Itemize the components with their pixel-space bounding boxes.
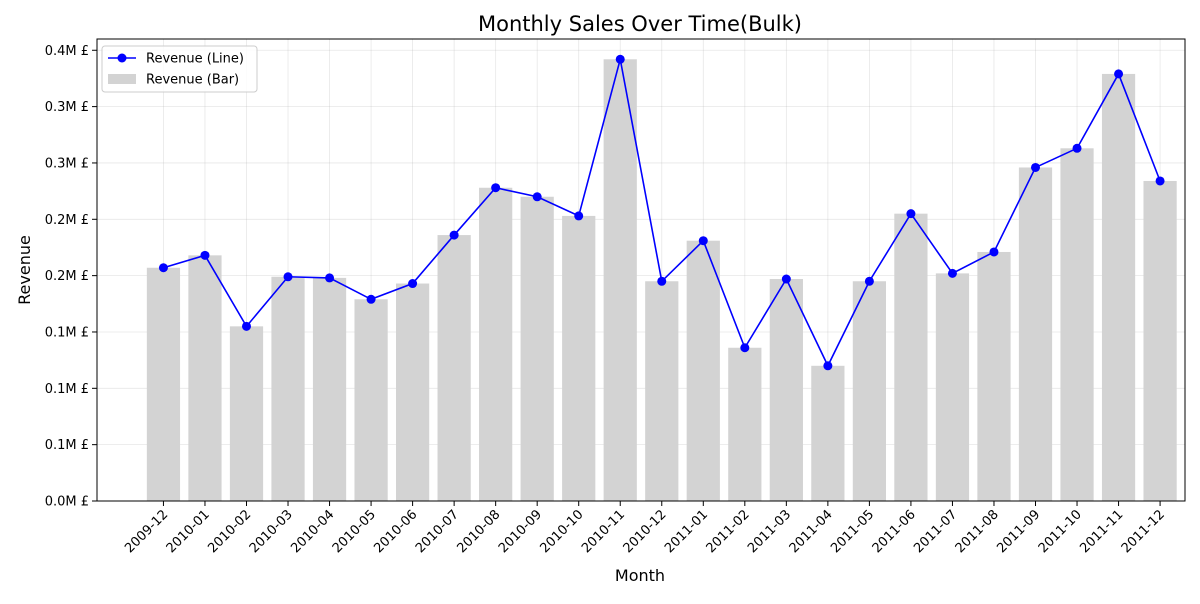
line-point <box>574 211 584 221</box>
x-tick-label: 2010-05 <box>330 507 379 556</box>
x-tick-label: 2010-06 <box>371 507 420 556</box>
line-point <box>241 321 251 331</box>
x-tick-label: 2010-03 <box>247 507 296 556</box>
x-tick-label: 2011-07 <box>911 507 960 556</box>
legend-line-marker <box>117 53 127 63</box>
line-point <box>491 183 501 193</box>
x-tick-label: 2010-08 <box>454 507 503 556</box>
legend: Revenue (Line) Revenue (Bar) <box>101 45 258 93</box>
chart-title: Monthly Sales Over Time(Bulk) <box>478 12 802 36</box>
x-tick-label: 2010-02 <box>205 507 254 556</box>
y-tick-label: 0.4M £ <box>45 44 89 59</box>
bar <box>645 281 679 501</box>
x-tick-label: 2011-11 <box>1077 507 1126 556</box>
line-point <box>906 209 916 219</box>
line-point <box>740 343 750 353</box>
x-tick-label: 2010-07 <box>413 507 462 556</box>
bar <box>1018 167 1053 501</box>
bar <box>894 213 928 501</box>
x-tick-label: 2011-08 <box>953 507 1002 556</box>
x-tick-label: 2011-04 <box>787 507 836 556</box>
line-point <box>283 272 293 282</box>
line-point <box>989 247 999 257</box>
x-tick-label: 2009-12 <box>122 507 171 556</box>
bar <box>1101 73 1136 502</box>
line-point <box>408 279 418 289</box>
legend-label-line: Revenue (Line) <box>146 52 244 67</box>
bar <box>1143 180 1177 502</box>
y-tick-label: 0.3M £ <box>45 156 89 171</box>
bar-layer <box>146 59 1177 502</box>
x-tick-label: 2011-02 <box>704 507 753 556</box>
bar <box>271 276 305 501</box>
bar <box>354 299 388 501</box>
y-tick-label: 0.3M £ <box>45 100 89 115</box>
x-tick-label: 2010-01 <box>164 507 213 556</box>
y-tick-label: 0.1M £ <box>45 438 89 453</box>
legend-bar-swatch <box>108 74 136 84</box>
bar <box>852 281 887 501</box>
line-point <box>947 268 957 278</box>
y-tick-label: 0.0M £ <box>45 495 89 510</box>
bar <box>811 365 845 501</box>
bar <box>1060 148 1094 502</box>
x-tick-label: 2010-11 <box>579 507 628 556</box>
plot-frame <box>96 38 1186 502</box>
y-tick-label: 0.2M £ <box>45 213 89 228</box>
x-tick-label: 2011-05 <box>828 507 877 556</box>
line-point <box>366 294 376 304</box>
x-axis-label: Month <box>615 566 665 585</box>
x-tick-label: 2010-04 <box>288 507 337 556</box>
bar <box>229 326 264 501</box>
bar <box>686 240 720 501</box>
line-point <box>1031 162 1041 172</box>
line-point <box>864 276 874 286</box>
x-tick-label: 2011-10 <box>1036 507 1085 556</box>
bar <box>603 59 637 501</box>
bar <box>520 196 554 501</box>
x-tick-label: 2011-12 <box>1119 507 1168 556</box>
line-point <box>698 236 708 246</box>
bar <box>728 347 762 501</box>
line-point <box>781 274 791 284</box>
x-tick-label: 2010-10 <box>538 507 587 556</box>
line-point <box>325 273 335 283</box>
legend-label-bar: Revenue (Bar) <box>146 73 239 88</box>
bar <box>769 279 803 501</box>
y-tick-label: 0.1M £ <box>45 382 89 397</box>
line-point <box>449 230 459 240</box>
line-point <box>1155 176 1165 186</box>
bar <box>395 283 430 501</box>
line-point <box>532 192 542 202</box>
bar <box>479 187 513 502</box>
bar <box>437 235 471 501</box>
y-tick-label: 0.1M £ <box>45 325 89 340</box>
bar <box>562 215 596 501</box>
line-point <box>1114 69 1124 79</box>
y-axis-label: Revenue <box>15 235 34 305</box>
x-tick-label: 2011-01 <box>662 507 711 556</box>
x-tick-label: 2010-12 <box>621 507 670 556</box>
bar <box>312 277 347 501</box>
bar <box>935 273 970 501</box>
x-tick-label: 2010-09 <box>496 507 545 556</box>
line-point <box>1072 143 1082 153</box>
line-layer <box>158 54 1165 371</box>
bar <box>977 251 1011 501</box>
x-tick-label: 2011-09 <box>994 507 1043 556</box>
bar <box>188 255 222 501</box>
bar <box>146 267 181 501</box>
line-point <box>657 276 667 286</box>
line-point <box>200 250 210 260</box>
line-point <box>823 361 833 371</box>
legend-box <box>101 45 258 93</box>
y-tick-label: 0.2M £ <box>45 269 89 284</box>
x-tick-label: 2011-06 <box>870 507 919 556</box>
line-point <box>158 263 168 273</box>
line-point <box>615 54 625 64</box>
x-tick-label: 2011-03 <box>745 507 794 556</box>
